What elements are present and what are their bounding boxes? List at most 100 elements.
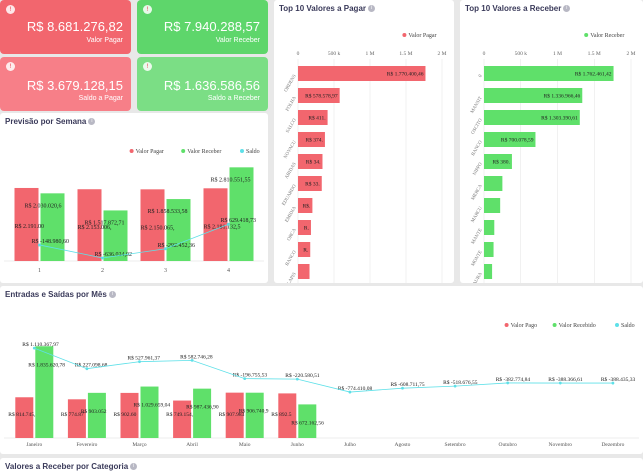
x-tick-label: 1 M — [365, 51, 374, 57]
bar-valor-recebido — [140, 386, 159, 438]
data-label: R$ 814.745, — [8, 411, 36, 418]
x-tick-label: Março — [132, 442, 147, 448]
bar-valor-pago — [67, 399, 86, 438]
data-label: R$ 1.303.390,61 — [541, 115, 578, 122]
info-icon[interactable]: i — [130, 463, 138, 471]
data-label: R$ 411. — [308, 115, 326, 122]
point-saldo — [401, 386, 404, 390]
data-label: R$ 700.078,59 — [501, 137, 534, 144]
data-label: R$ -388.435,33 — [601, 376, 636, 383]
kpi-valor-receber[interactable]: ! R$ 7.940.288,57 Valor Receber — [137, 0, 268, 54]
data-label: R$ -382.774,84 — [496, 376, 531, 383]
kpi-saldo-pagar[interactable]: ! R$ 3.679.128,15 Saldo a Pagar — [0, 57, 131, 111]
point-saldo — [243, 377, 247, 380]
data-label: R$ 527.961,37 — [128, 355, 161, 362]
x-tick-label: Fevereiro — [76, 442, 97, 448]
panel-top-pagar: Top 10 Valores a Pagar i Valor Pagar 0 500 … — [274, 0, 454, 286]
y-tick-label: ORCA — [287, 228, 298, 243]
y-tick-label: SALCO — [286, 118, 298, 135]
info-icon: ! — [143, 62, 152, 71]
bar — [298, 220, 311, 235]
panel-title: Valores a Receber por Categoria i — [5, 462, 138, 471]
y-tick-label: NOVACU — [283, 140, 298, 160]
x-tick-label: Setembro — [445, 442, 466, 448]
bar-valor-pago — [278, 393, 297, 438]
chart-top-receber: Valor Receber 0 500 k 1 M 1.5 M 2 M 0 R$ 1.762.… — [470, 33, 636, 289]
bar — [484, 198, 501, 213]
bar — [484, 66, 614, 81]
data-label: R$ 774.87 — [61, 411, 84, 418]
bar-valor-recebido — [298, 404, 317, 438]
bar — [298, 264, 310, 279]
y-tick-label: BANCO — [471, 140, 484, 158]
data-label: R$ -196.755,53 — [233, 372, 268, 379]
y-tick-label: MANSIT — [470, 96, 484, 114]
kpi-valor-pagar[interactable]: ! R$ 8.681.276,82 Valor Pagar — [0, 0, 131, 54]
x-tick-label: 1 — [38, 268, 41, 274]
data-label: R$ 1.336.966,46 — [544, 93, 581, 100]
y-tick-label: 0 — [478, 73, 484, 78]
chart-top-pagar: Valor Pagar 0 500 k 1 M 1.5 M 2 M ORDENS R$ 1.7… — [282, 33, 447, 286]
bar-valor-pagar — [14, 187, 39, 261]
y-tick-label: ORDENS — [284, 74, 298, 93]
data-label: R$ 2.153.006, — [78, 224, 113, 231]
legend-label: Saldo — [621, 323, 635, 329]
bar-valor-receber — [229, 167, 254, 261]
data-label: R. — [303, 248, 309, 254]
panel-title: Previsão por Semana i — [5, 117, 96, 126]
y-tick-label: MONTE — [471, 250, 484, 267]
bar-valor-recebido — [35, 346, 54, 438]
data-label: R$ 1.770.400,46 — [387, 71, 424, 78]
panel-entradas-saidas: Entradas e Saídas por Mês i Saldo Valor Re… — [0, 286, 643, 454]
data-label: R$ -608.711,75 — [391, 381, 425, 388]
bar-valor-recebido — [245, 392, 264, 438]
y-tick-label: LAURA — [471, 272, 484, 283]
point-saldo — [38, 243, 41, 247]
x-tick-label: 500 k — [328, 51, 341, 57]
panel-receber-categoria: Valores a Receber por Categoria i — [0, 458, 643, 476]
data-label: R$ -148.980,60 — [32, 238, 70, 245]
kpi-label: Saldo a Receber — [207, 95, 260, 102]
info-icon[interactable]: i — [368, 5, 376, 13]
x-tick-label: 2 M — [626, 51, 635, 57]
point-saldo — [227, 222, 230, 226]
y-tick-label: NIPPO — [472, 162, 484, 177]
point-saldo — [453, 384, 457, 388]
data-label: R. — [304, 226, 310, 232]
y-tick-label: ABIDAS — [284, 162, 297, 180]
chart-semana: Saldo Valor Receber Valor Pagar 1 R$ 2.191.0… — [4, 149, 264, 274]
bar — [298, 88, 340, 103]
bar — [298, 242, 311, 257]
y-tick-label: EMIDIA — [285, 206, 298, 224]
y-tick-label: MANTE — [471, 228, 484, 245]
x-tick-label: Abril — [186, 442, 198, 448]
legend-label: Valor Receber — [187, 149, 221, 155]
panel-previsao-semana: Previsão por Semana i Saldo Valor Receber V… — [0, 113, 268, 283]
y-tick-label: LAPIS — [287, 272, 298, 283]
data-label: R$ 1.858.533,58 — [147, 208, 187, 215]
line-saldo — [39, 223, 229, 259]
data-label: R$ 582.746,28 — [180, 353, 213, 360]
point-saldo — [611, 381, 615, 385]
data-label: R$ 374. — [306, 137, 324, 144]
point-saldo — [295, 377, 299, 381]
info-icon[interactable]: i — [108, 291, 116, 299]
x-tick-label: 2 — [101, 268, 104, 274]
bar — [484, 110, 580, 125]
data-label: R$ 1.517.872,71 — [84, 219, 124, 226]
bar-valor-pagar — [140, 189, 165, 261]
panel-title: Top 10 Valores a Receber i — [465, 4, 571, 13]
data-label: R$ 906.740,9 — [239, 408, 269, 415]
kpi-saldo-receber[interactable]: ! R$ 1.636.586,56 Saldo a Receber — [137, 57, 268, 111]
info-icon[interactable]: i — [88, 118, 96, 126]
bar — [484, 176, 503, 191]
panel-top-receber: Top 10 Valores a Receber i Valor Receber 0… — [460, 0, 643, 289]
x-tick-label: Dezembro — [601, 442, 624, 448]
legend-marker — [615, 323, 619, 327]
data-label: R$ 907.983 — [219, 411, 245, 418]
bar — [298, 66, 426, 81]
bar-valor-receber — [166, 199, 191, 261]
info-icon[interactable]: i — [563, 5, 571, 13]
point-saldo — [348, 390, 352, 394]
